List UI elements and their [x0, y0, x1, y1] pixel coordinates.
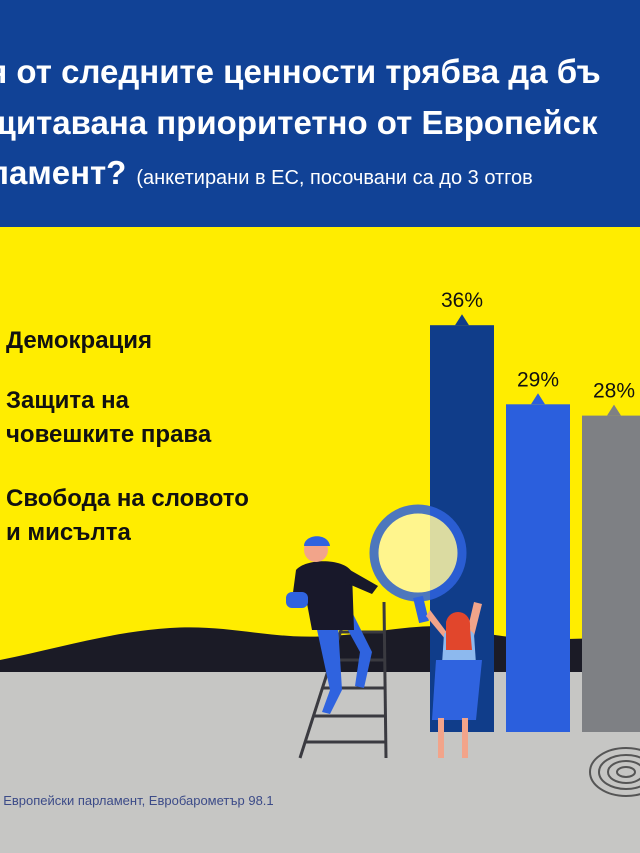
bar-3 — [582, 415, 640, 732]
woman-illustration — [426, 602, 482, 758]
title-line-1: я от следните ценности трябва да бъ — [0, 53, 601, 90]
bar-2 — [506, 404, 570, 732]
title-line-3: ламент? (анкетирани в ЕС, посочвани са до… — [0, 153, 533, 198]
source-note: : Европейски парламент, Евробарометър 98… — [0, 793, 274, 808]
bar-value-label-2: 29% — [517, 368, 559, 391]
legend-item-freedom-of-speech: Свобода на словото и мисълта — [6, 485, 249, 546]
man-illustration — [286, 536, 378, 714]
header-banner: я от следните ценности трябва да бъ щита… — [0, 0, 640, 227]
bar-tip-2 — [531, 393, 545, 405]
magnifier-illustration — [369, 504, 467, 624]
bar-value-label-3: 28% — [593, 380, 635, 403]
bar-tip-1 — [455, 314, 469, 326]
subtitle: (анкетирани в ЕС, посочвани са до 3 отго… — [136, 167, 533, 189]
legend-item-human-rights: Защита на човешките права — [6, 387, 212, 448]
title-line-3-text: ламент? — [0, 154, 127, 191]
legend-item-democracy: Демокрация — [6, 327, 153, 354]
title-line-2: щитавана приоритетно от Европейск — [0, 104, 598, 141]
parliament-logo-icon — [589, 747, 640, 797]
bar-tip-3 — [607, 404, 621, 416]
bar-value-label-1: 36% — [441, 289, 483, 312]
